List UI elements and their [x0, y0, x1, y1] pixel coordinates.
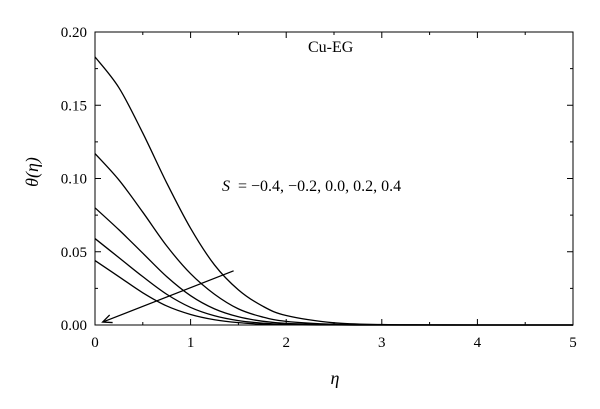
y-axis-title: θ(η)	[22, 157, 43, 187]
series-line-5	[94, 260, 573, 326]
x-tick-label: 1	[187, 335, 195, 351]
series-line-4	[94, 238, 573, 326]
y-tick-label: 0.00	[61, 318, 87, 334]
ticks	[94, 31, 574, 326]
plot-area	[94, 31, 574, 326]
parameter-values: = −0.4, −0.2, 0.0, 0.2, 0.4	[238, 178, 401, 195]
y-tick-label: 0.05	[61, 245, 87, 261]
x-tick-label: 5	[569, 335, 577, 351]
parameter-symbol: S	[222, 178, 230, 195]
parameter-label: S = −0.4, −0.2, 0.0, 0.2, 0.4	[222, 178, 401, 195]
tick-labels: 0 1 2 3 4 5 0.00 0.05 0.10 0.15 0.20	[61, 25, 577, 351]
direction-arrow	[101, 270, 234, 324]
x-tick-label: 0	[91, 335, 99, 351]
arrow-shaft	[102, 270, 234, 323]
y-tick-label: 0.10	[61, 172, 87, 188]
series-line-3	[94, 207, 573, 326]
y-tick-label: 0.20	[61, 25, 87, 41]
arrow-head	[101, 314, 113, 324]
y-tick-label: 0.15	[61, 98, 87, 114]
fluid-label: Cu-EG	[308, 39, 354, 56]
x-tick-label: 2	[282, 335, 290, 351]
x-tick-label: 3	[378, 335, 386, 351]
x-axis-title: η	[331, 368, 340, 388]
x-tick-label: 4	[474, 335, 482, 351]
